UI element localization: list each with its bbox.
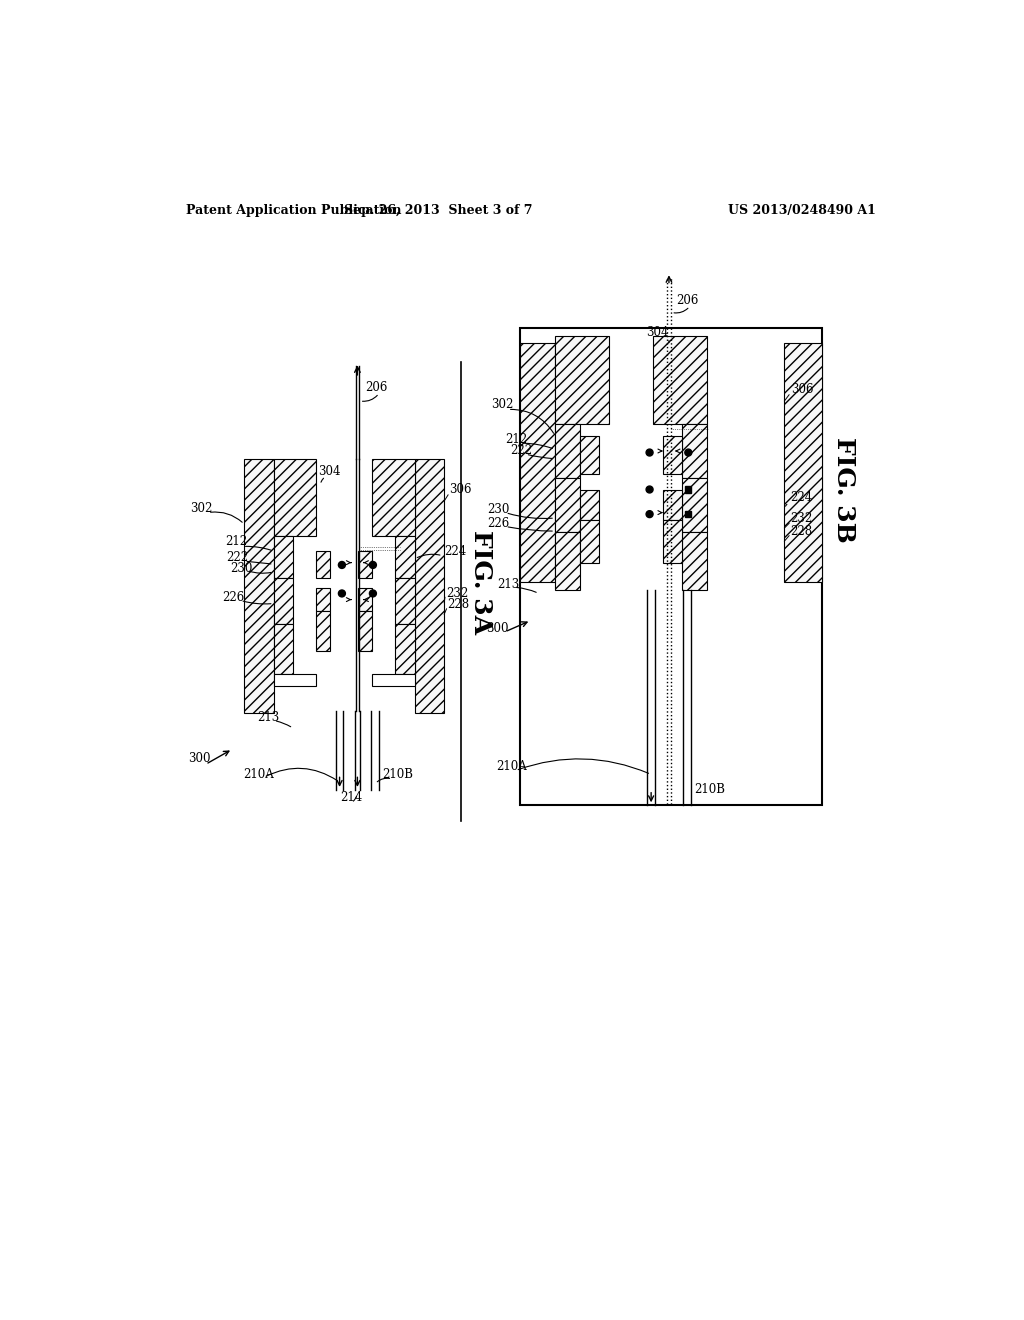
Text: 210B: 210B — [382, 768, 414, 781]
Circle shape — [646, 486, 653, 492]
Bar — [580, 520, 599, 562]
Bar — [685, 511, 691, 517]
Bar — [580, 436, 599, 474]
Text: 306: 306 — [450, 483, 472, 496]
Text: 232: 232 — [791, 512, 813, 525]
Bar — [316, 552, 331, 578]
Text: FIG. 3B: FIG. 3B — [831, 437, 856, 543]
Text: 213: 213 — [257, 711, 280, 723]
Bar — [555, 424, 580, 478]
Text: 304: 304 — [317, 465, 340, 478]
Bar — [784, 343, 822, 582]
Bar — [555, 478, 580, 532]
Bar — [682, 424, 707, 478]
Text: FIG. 3A: FIG. 3A — [469, 529, 493, 634]
Text: 212: 212 — [225, 536, 247, 548]
Bar — [652, 335, 707, 424]
Circle shape — [338, 561, 345, 569]
Bar — [555, 532, 580, 590]
Bar — [273, 459, 316, 536]
Bar — [316, 589, 331, 611]
Circle shape — [646, 449, 653, 455]
Text: 304: 304 — [646, 326, 669, 339]
Circle shape — [646, 511, 653, 517]
Text: 226: 226 — [222, 591, 245, 603]
Bar — [682, 478, 707, 532]
Text: 300: 300 — [486, 622, 509, 635]
Bar — [395, 578, 415, 624]
Text: 224: 224 — [444, 545, 467, 557]
Bar — [372, 459, 415, 536]
Bar — [663, 520, 682, 562]
Text: 224: 224 — [791, 491, 813, 504]
Text: 214: 214 — [340, 791, 362, 804]
Bar — [273, 675, 316, 686]
Text: 222: 222 — [510, 445, 532, 458]
Text: 228: 228 — [447, 598, 469, 611]
Circle shape — [370, 561, 377, 569]
Text: 212: 212 — [506, 433, 527, 446]
Bar — [358, 611, 372, 651]
Bar — [555, 335, 609, 424]
Text: 210A: 210A — [496, 760, 527, 774]
Bar — [580, 490, 599, 520]
Text: 210B: 210B — [693, 783, 725, 796]
Bar — [415, 459, 444, 713]
Circle shape — [338, 590, 345, 597]
Circle shape — [370, 590, 377, 597]
Bar — [395, 536, 415, 578]
Text: 213: 213 — [498, 578, 520, 591]
Text: 300: 300 — [188, 752, 211, 766]
Bar — [273, 536, 293, 578]
Text: 206: 206 — [366, 381, 387, 395]
Text: Sep. 26, 2013  Sheet 3 of 7: Sep. 26, 2013 Sheet 3 of 7 — [344, 205, 532, 218]
Text: 230: 230 — [487, 503, 510, 516]
Bar — [682, 532, 707, 590]
Bar — [358, 552, 372, 578]
Text: US 2013/0248490 A1: US 2013/0248490 A1 — [728, 205, 877, 218]
Text: 306: 306 — [791, 383, 813, 396]
Bar — [316, 611, 331, 651]
Bar — [520, 327, 822, 805]
Bar — [395, 624, 415, 675]
Bar — [358, 589, 372, 611]
Text: 232: 232 — [445, 587, 468, 601]
Circle shape — [685, 449, 692, 455]
Text: Patent Application Publication: Patent Application Publication — [186, 205, 401, 218]
Bar — [245, 459, 273, 713]
Text: 302: 302 — [490, 399, 513, 412]
Bar — [685, 487, 691, 492]
Bar — [273, 578, 293, 624]
Bar — [663, 490, 682, 520]
Text: 302: 302 — [190, 502, 212, 515]
Text: 228: 228 — [791, 525, 813, 539]
Text: 230: 230 — [230, 561, 253, 574]
Bar — [372, 675, 415, 686]
Bar — [273, 624, 293, 675]
Bar — [520, 343, 555, 582]
Text: 222: 222 — [226, 550, 249, 564]
Text: 206: 206 — [676, 294, 698, 308]
Text: 210A: 210A — [243, 768, 273, 781]
Text: 226: 226 — [487, 517, 510, 529]
Bar — [663, 436, 682, 474]
